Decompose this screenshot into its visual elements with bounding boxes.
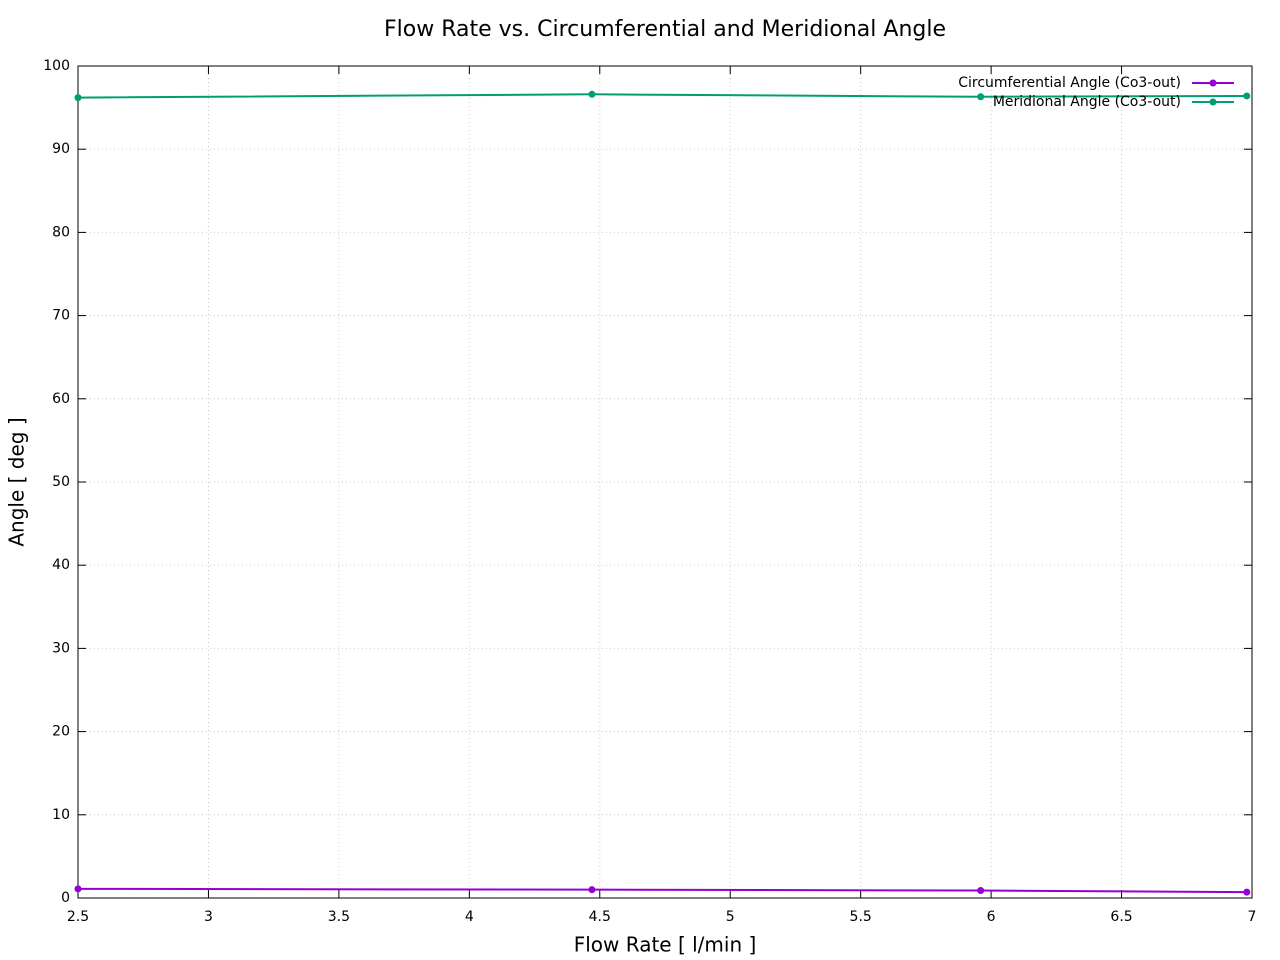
x-tick-label: 7 xyxy=(1248,909,1257,925)
x-tick-label: 6.5 xyxy=(1110,909,1132,925)
data-point xyxy=(977,93,985,101)
series-line xyxy=(77,93,1247,99)
data-point xyxy=(588,90,596,98)
x-tick-label: 3.5 xyxy=(328,909,350,925)
x-tick-label: 6 xyxy=(987,909,996,925)
data-point xyxy=(1243,92,1251,100)
data-point xyxy=(74,94,82,102)
y-tick-label: 10 xyxy=(52,807,70,823)
x-tick-label: 5 xyxy=(726,909,735,925)
y-tick-label: 20 xyxy=(52,724,70,740)
y-tick-label: 100 xyxy=(43,58,70,74)
data-point xyxy=(1243,888,1251,896)
legend-marker xyxy=(1209,98,1217,106)
data-point xyxy=(977,887,985,895)
y-tick-label: 30 xyxy=(52,640,70,656)
x-axis-label: Flow Rate [ l/min ] xyxy=(574,933,757,957)
data-point xyxy=(588,886,596,894)
x-tick-label: 5.5 xyxy=(850,909,872,925)
y-tick-label: 50 xyxy=(52,474,70,490)
y-tick-label: 60 xyxy=(52,391,70,407)
y-tick-label: 0 xyxy=(61,890,70,906)
x-tick-label: 3 xyxy=(204,909,213,925)
chart-title: Flow Rate vs. Circumferential and Meridi… xyxy=(384,17,946,42)
x-tick-label: 4.5 xyxy=(589,909,611,925)
y-tick-label: 70 xyxy=(52,308,70,324)
y-tick-label: 40 xyxy=(52,557,70,573)
x-tick-label: 4 xyxy=(465,909,474,925)
legend-label: Meridional Angle (Co3-out) xyxy=(993,94,1181,110)
series-line xyxy=(77,887,1247,894)
y-tick-label: 80 xyxy=(52,224,70,240)
legend-marker xyxy=(1209,79,1217,87)
legend-label: Circumferential Angle (Co3-out) xyxy=(958,75,1181,91)
data-point xyxy=(74,885,82,893)
y-axis-label: Angle [ deg ] xyxy=(5,417,29,546)
y-tick-label: 90 xyxy=(52,141,70,157)
x-tick-label: 2.5 xyxy=(67,909,89,925)
